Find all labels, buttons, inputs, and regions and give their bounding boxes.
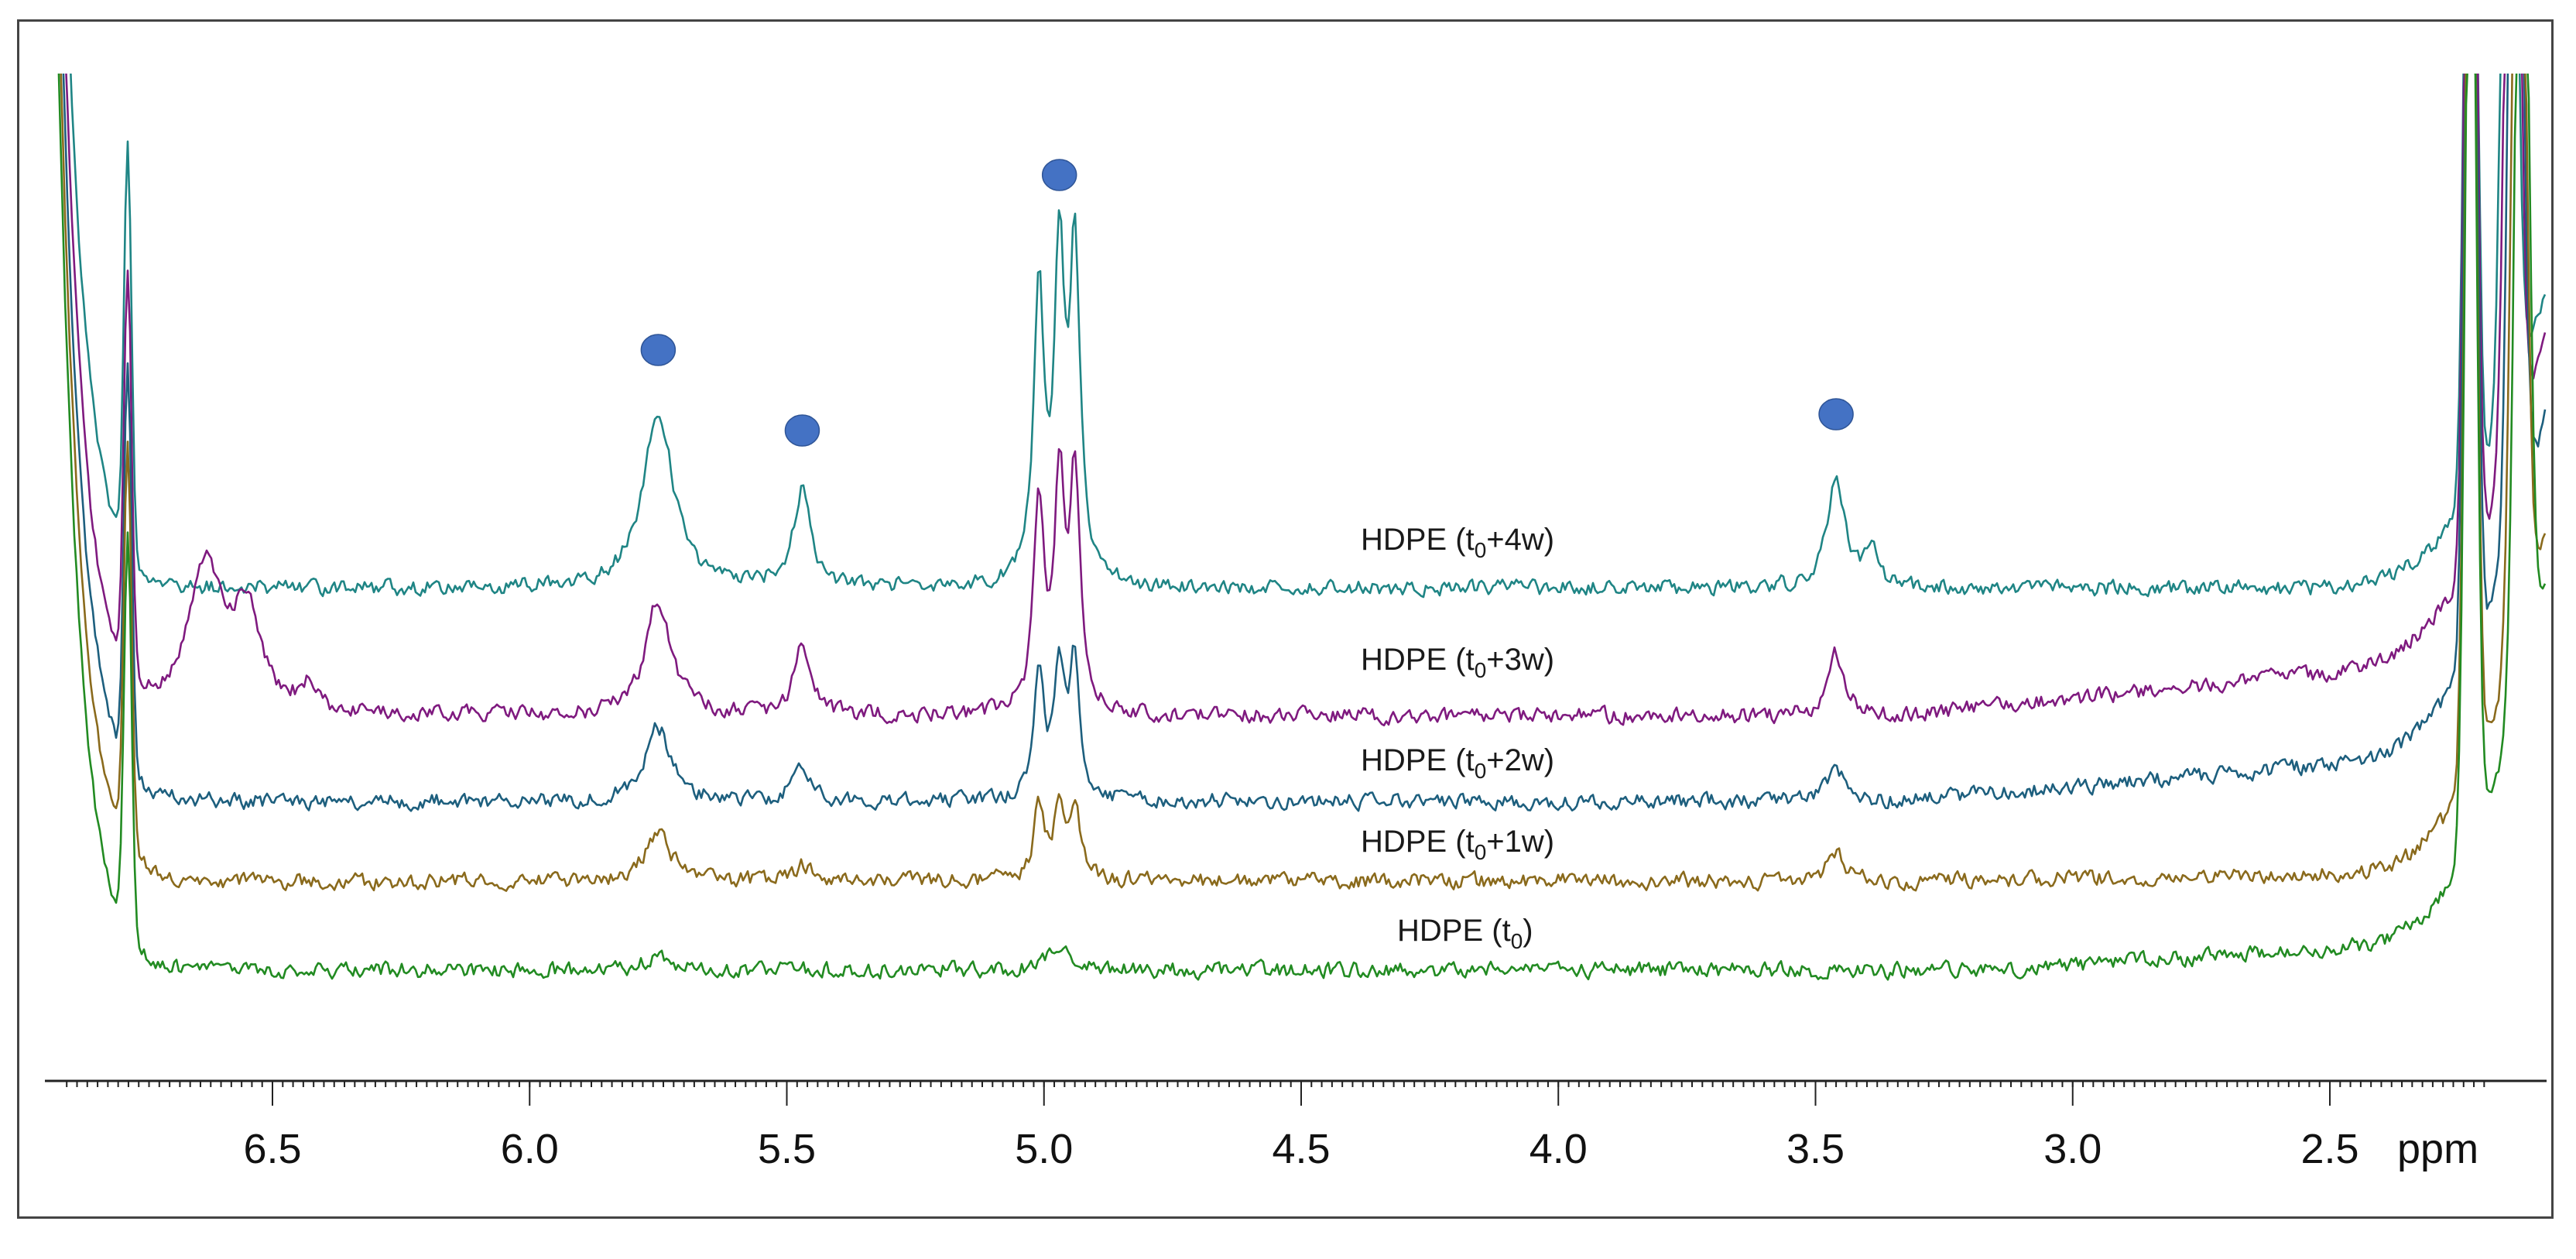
tick-label: 3.5 (1786, 1126, 1845, 1172)
peak-marker-dot (1041, 159, 1077, 191)
peak-marker-dot (1818, 398, 1854, 431)
spectrum-trace (65, 74, 2547, 727)
series-label: HDPE (t0+1w) (1361, 825, 1554, 864)
tick-label: 6.5 (243, 1126, 301, 1172)
tick-label: 4.5 (1272, 1126, 1330, 1172)
spectrum-trace (60, 74, 2547, 892)
spectrum-trace (57, 74, 2547, 981)
x-axis: 6.5 6.0 5.5 5.0 4.5 4.0 3.5 3.0 2.5 ppm (45, 1079, 2547, 1172)
series-label: HDPE (t0+3w) (1361, 643, 1554, 682)
series-labels: HDPE (t0+4w) HDPE (t0+3w) HDPE (t0+2w) HDPE… (1361, 523, 1554, 953)
tick-label: 2.5 (2300, 1126, 2358, 1172)
peak-marker-dot (784, 414, 820, 447)
spectrum-traces (57, 74, 2547, 981)
x-axis-major-ticks (272, 1081, 2331, 1106)
peak-marker-dots (640, 159, 1854, 447)
tick-label: 5.5 (758, 1126, 816, 1172)
spectrum-trace (62, 74, 2547, 812)
tick-label: 6.0 (501, 1126, 559, 1172)
x-axis-unit-label: ppm (2397, 1126, 2478, 1172)
tick-label: 5.0 (1015, 1126, 1073, 1172)
x-axis-tick-labels: 6.5 6.0 5.5 5.0 4.5 4.0 3.5 3.0 2.5 (243, 1126, 2358, 1172)
series-label: HDPE (t0+4w) (1361, 523, 1554, 562)
spectrum-trace (70, 74, 2547, 599)
series-label: HDPE (t0+2w) (1361, 743, 1554, 783)
figure-frame (17, 19, 2554, 1219)
peak-marker-dot (640, 334, 677, 366)
series-label: HDPE (t0) (1397, 914, 1533, 953)
tick-label: 4.0 (1530, 1126, 1588, 1172)
tick-label: 3.0 (2043, 1126, 2102, 1172)
